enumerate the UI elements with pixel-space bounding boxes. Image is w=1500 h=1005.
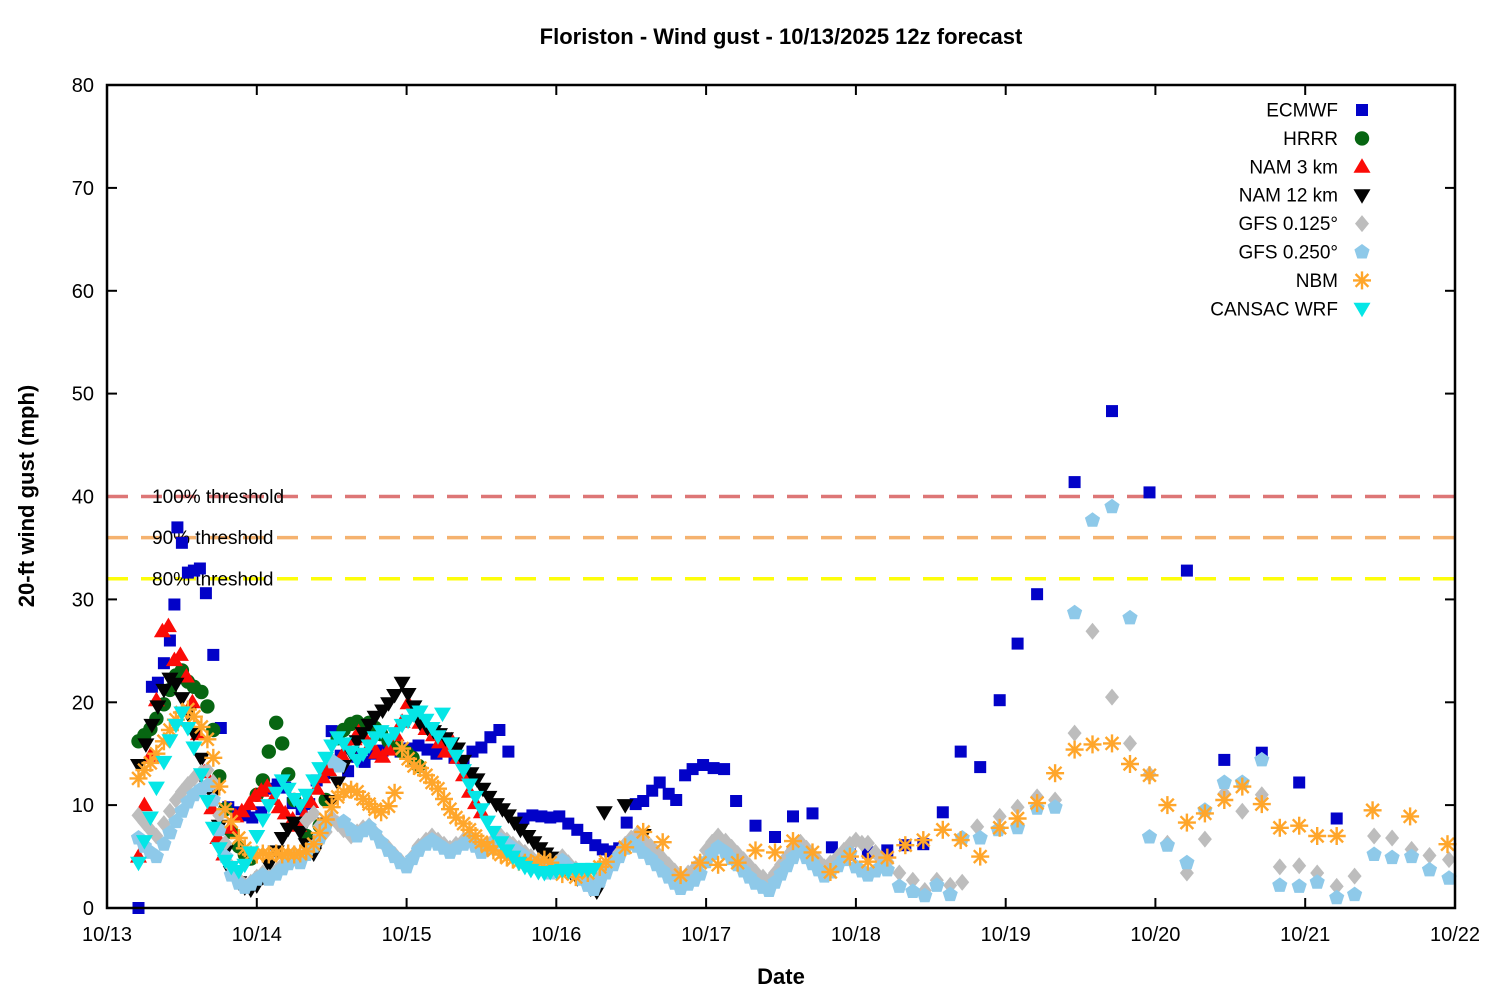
legend-item-nam-12-km: NAM 12 km (1239, 186, 1371, 207)
legend-label: CANSAC WRF (1210, 299, 1338, 320)
y-tick-labels: 0 10 20 30 40 50 60 70 80 (72, 75, 94, 920)
threshold-lines: 100% threshold 90% threshold 80% threshold (107, 487, 1455, 590)
axis-ticks (106, 84, 1456, 909)
x-tick-label: 10/16 (531, 924, 581, 946)
legend: ECMWF HRRR NAM 3 km NAM 12 km GFS 0.125° GFS … (1210, 101, 1371, 320)
x-tick-label: 10/22 (1430, 924, 1480, 946)
legend-item-nam-3-km: NAM 3 km (1249, 157, 1371, 178)
y-tick-label: 50 (72, 384, 94, 406)
x-tick-labels: 10/13 10/14 10/15 10/16 10/17 10/18 10/19 10/20… (82, 924, 1480, 946)
legend-label: GFS 0.250° (1239, 243, 1338, 264)
legend-item-ecmwf: ECMWF (1266, 101, 1368, 122)
y-axis-label: 20-ft wind gust (mph) (14, 385, 39, 607)
y-tick-label: 30 (72, 589, 94, 611)
x-tick-label: 10/15 (382, 924, 432, 946)
x-tick-label: 10/21 (1280, 924, 1330, 946)
chart-title: Floriston - Wind gust - 10/13/2025 12z f… (540, 24, 1023, 49)
legend-label: HRRR (1283, 129, 1338, 150)
y-tick-label: 10 (72, 795, 94, 817)
y-tick-label: 40 (72, 487, 94, 509)
legend-item-hrrr: HRRR (1283, 129, 1370, 150)
threshold-label: 100% threshold (152, 487, 284, 508)
legend-item-cansac-wrf: CANSAC WRF (1210, 299, 1371, 320)
threshold-label: 90% threshold (152, 528, 273, 549)
x-tick-label: 10/17 (681, 924, 731, 946)
threshold-label: 80% threshold (152, 569, 273, 590)
plot-area: 10/13 10/14 10/15 10/16 10/17 10/18 10/19 10/20… (72, 75, 1480, 946)
x-tick-label: 10/20 (1130, 924, 1180, 946)
legend-item-gfs-0-250: GFS 0.250° (1239, 243, 1370, 264)
x-tick-label: 10/18 (831, 924, 881, 946)
x-tick-label: 10/14 (232, 924, 282, 946)
y-tick-label: 60 (72, 281, 94, 303)
x-tick-label: 10/13 (82, 924, 132, 946)
y-tick-label: 0 (83, 898, 94, 920)
y-tick-label: 80 (72, 75, 94, 97)
y-tick-label: 20 (72, 692, 94, 714)
legend-label: NBM (1296, 271, 1338, 292)
series-nbm (129, 700, 1457, 887)
legend-label: NAM 3 km (1249, 157, 1338, 178)
x-tick-label: 10/19 (981, 924, 1031, 946)
legend-label: ECMWF (1266, 101, 1338, 122)
legend-item-gfs-0-125: GFS 0.125° (1239, 214, 1369, 235)
y-tick-label: 70 (72, 178, 94, 200)
x-axis-label: Date (757, 964, 805, 989)
series-cansac-wrf (130, 705, 603, 882)
legend-item-nbm: NBM (1296, 271, 1371, 292)
legend-label: NAM 12 km (1239, 186, 1338, 207)
legend-label: GFS 0.125° (1239, 214, 1338, 235)
plot-border (105, 83, 1457, 910)
